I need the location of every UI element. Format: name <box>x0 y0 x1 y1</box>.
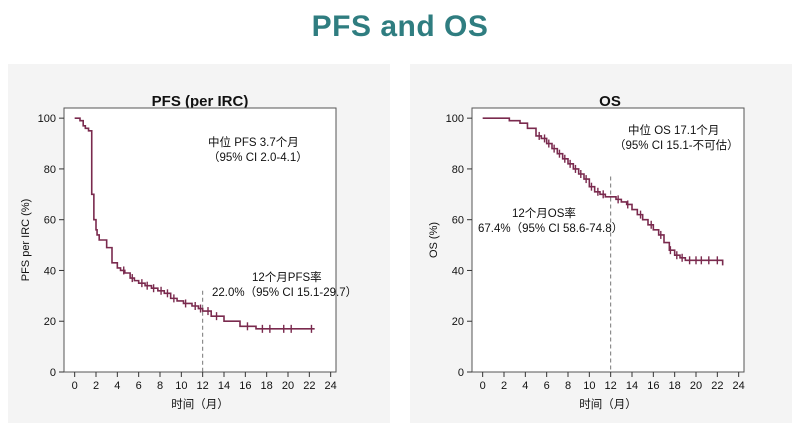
os-12m-line2: 67.4%（95% CI 58.6-74.8） <box>478 223 624 235</box>
pfs-x-tick-label: 14 <box>218 380 230 392</box>
os-y-tick-label: 0 <box>458 367 464 379</box>
pfs-y-tick-label: 40 <box>44 265 56 277</box>
pfs-x-tick-label: 22 <box>303 380 315 392</box>
os-x-tick-label: 18 <box>669 380 681 392</box>
pfs-x-tick-label: 2 <box>93 380 99 392</box>
os-x-tick-label: 8 <box>565 380 571 392</box>
pfs-x-tick-label: 12 <box>197 380 209 392</box>
pfs-12m-annotation: 12个月PFS率 22.0%（95% CI 15.1-29.7） <box>212 271 357 301</box>
os-12m-annotation: 12个月OS率 67.4%（95% CI 58.6-74.8） <box>478 207 623 237</box>
os-x-tick-label: 2 <box>501 380 507 392</box>
os-survival-curve <box>482 117 724 266</box>
pfs-x-tick-label: 16 <box>239 380 251 392</box>
pfs-x-tick-label: 18 <box>261 380 273 392</box>
os-y-tick-label: 40 <box>452 265 464 277</box>
pfs-x-tick-label: 4 <box>114 380 120 392</box>
os-x-axis-label: 时间（月） <box>579 398 637 411</box>
os-x-tick-label: 4 <box>522 380 528 392</box>
pfs-y-tick-label: 0 <box>50 367 56 379</box>
os-x-tick-label: 6 <box>544 380 550 392</box>
pfs-y-tick-label: 100 <box>38 113 56 125</box>
pfs-y-tick-label: 20 <box>44 316 56 328</box>
pfs-x-tick-label: 8 <box>157 380 163 392</box>
os-x-tick-label: 22 <box>711 380 723 392</box>
pfs-12m-line1: 12个月PFS率 <box>252 272 322 284</box>
pfs-median-line2: （95% CI 2.0-4.1） <box>208 152 308 164</box>
os-plot-frame <box>471 107 745 373</box>
pfs-chart-title: PFS (per IRC) <box>152 93 249 110</box>
pfs-y-axis-label: PFS per IRC (%) <box>20 199 32 282</box>
os-x-tick-label: 12 <box>605 380 617 392</box>
os-x-tick-label: 0 <box>480 380 486 392</box>
os-12m-line1: 12个月OS率 <box>512 208 576 220</box>
os-x-tick-label: 20 <box>690 380 702 392</box>
os-y-tick-label: 20 <box>452 316 464 328</box>
pfs-x-tick-label: 24 <box>325 380 337 392</box>
os-y-tick-label: 80 <box>452 164 464 176</box>
pfs-12m-line2: 22.0%（95% CI 15.1-29.7） <box>212 287 358 299</box>
os-x-tick-label: 14 <box>626 380 638 392</box>
os-x-tick-label: 24 <box>733 380 745 392</box>
os-y-axis-label: OS (%) <box>428 222 440 258</box>
pfs-survival-curve <box>74 117 315 330</box>
pfs-x-tick-label: 0 <box>72 380 78 392</box>
os-y-tick-label: 100 <box>446 113 464 125</box>
pfs-x-tick-label: 20 <box>282 380 294 392</box>
os-chart-title: OS <box>599 93 621 110</box>
os-median-line2: （95% CI 15.1-不可估） <box>614 140 739 152</box>
os-x-tick-label: 10 <box>583 380 595 392</box>
pfs-y-tick-label: 80 <box>44 164 56 176</box>
os-median-annotation: 中位 OS 17.1个月 （95% CI 15.1-不可估） <box>614 124 739 154</box>
pfs-x-tick-label: 6 <box>136 380 142 392</box>
os-x-tick-label: 16 <box>647 380 659 392</box>
pfs-x-tick-label: 10 <box>175 380 187 392</box>
pfs-median-line1: 中位 PFS 3.7个月 <box>208 137 299 149</box>
os-median-line1: 中位 OS 17.1个月 <box>628 125 720 137</box>
page-title: PFS and OS <box>311 10 489 43</box>
pfs-y-tick-label: 60 <box>44 215 56 227</box>
pfs-median-annotation: 中位 PFS 3.7个月 （95% CI 2.0-4.1） <box>208 136 308 166</box>
os-y-tick-label: 60 <box>452 215 464 227</box>
pfs-x-axis-label: 时间（月） <box>171 398 229 411</box>
